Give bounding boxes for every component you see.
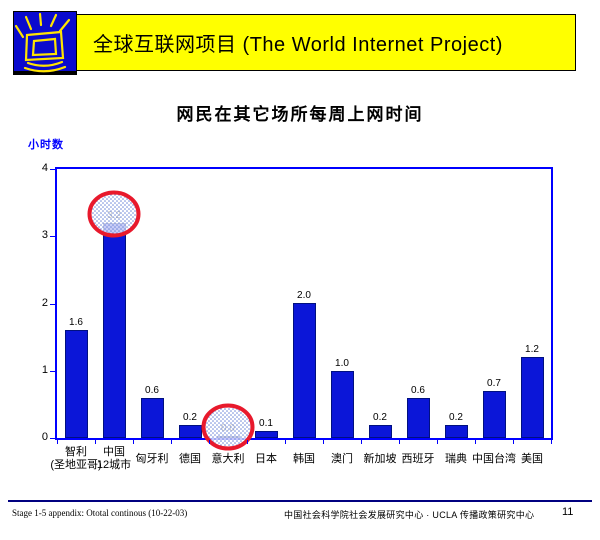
x-axis-tick — [95, 440, 96, 444]
bar — [102, 223, 126, 438]
bar-value-label: 0.0 — [221, 423, 235, 434]
bar-value-label: 1.0 — [335, 358, 349, 369]
bar — [520, 357, 544, 438]
y-axis-tick — [50, 438, 55, 439]
y-tick-label: 1 — [41, 363, 48, 376]
plot-area: 1.6 3.2 0.6 0.2 0.0 0.1 2.0 1.0 0.2 0.6 0.2 0.7 1.2 — [55, 167, 553, 440]
y-axis-tick — [50, 169, 55, 170]
x-axis-tick — [475, 440, 476, 444]
bar — [140, 398, 164, 438]
banner-title: 全球互联网项目 (The World Internet Project) — [93, 34, 503, 56]
bar — [444, 425, 468, 438]
category-label: 美国 — [521, 453, 543, 465]
bar-value-label: 1.6 — [69, 317, 83, 328]
category-label: 新加坡 — [363, 453, 397, 465]
bar — [406, 398, 430, 438]
bar-value-label: 0.2 — [449, 412, 463, 423]
bar-value-label: 3.2 — [107, 210, 121, 221]
x-axis-tick — [171, 440, 172, 444]
x-axis-tick — [513, 440, 514, 444]
bar — [368, 425, 392, 438]
x-axis-tick — [323, 440, 324, 444]
y-tick-label: 0 — [41, 431, 48, 443]
x-axis-tick — [285, 440, 286, 444]
category-label: 匈牙利 — [135, 453, 169, 465]
x-axis-tick — [399, 440, 400, 444]
y-axis-title: 小时数 — [28, 139, 64, 151]
bar-value-label: 0.6 — [411, 385, 425, 396]
bar-value-label: 2.0 — [297, 290, 311, 301]
bar-value-label: 0.6 — [145, 385, 159, 396]
category-label: 澳门 — [331, 453, 353, 465]
footer-divider — [8, 500, 592, 502]
bar — [178, 425, 202, 438]
x-axis-tick — [209, 440, 210, 444]
category-label: 日本 — [255, 453, 277, 465]
category-label: 中国 12城市 — [96, 446, 132, 471]
page-number: 11 — [562, 506, 574, 518]
category-label: 韩国 — [293, 453, 315, 465]
y-tick-label: 2 — [41, 296, 48, 309]
shining-monitor-icon — [13, 11, 77, 75]
category-label: 西班牙 — [401, 453, 435, 465]
y-axis-tick — [50, 303, 55, 305]
bar — [64, 330, 88, 438]
footer-credit: 中国社会科学院社会发展研究中心 · UCLA 传播政策研究中心 — [284, 510, 535, 520]
category-label: 意大利 — [211, 453, 245, 465]
footer-note: Stage 1-5 appendix: Ototal continous (10… — [12, 508, 188, 518]
category-label: 智利 (圣地亚哥) — [50, 446, 102, 471]
bar — [292, 303, 316, 438]
y-axis-tick — [50, 236, 55, 238]
y-tick-label: 3 — [41, 229, 48, 242]
x-axis-tick — [437, 440, 438, 444]
bar — [330, 371, 354, 438]
bar-value-label: 0.2 — [373, 412, 387, 423]
x-axis-tick — [133, 440, 134, 444]
x-axis-tick — [57, 440, 58, 444]
x-axis-tick — [247, 440, 248, 444]
bar-value-label: 0.1 — [259, 418, 273, 429]
slide-title: 网民在其它场所每周上网时间 — [176, 105, 424, 124]
bar-value-label: 0.2 — [183, 412, 197, 423]
category-label: 德国 — [179, 453, 201, 465]
y-axis-tick — [50, 370, 55, 372]
y-tick-label: 4 — [41, 162, 48, 174]
bar-value-label: 1.2 — [525, 344, 539, 355]
header-banner: 全球互联网项目 (The World Internet Project) — [14, 14, 576, 71]
bar — [482, 391, 506, 438]
bar — [216, 436, 240, 438]
category-label: 瑞典 — [445, 453, 467, 465]
bar-value-label: 0.7 — [487, 378, 501, 389]
x-axis-tick — [551, 440, 552, 444]
bar — [254, 431, 278, 438]
x-axis-tick — [361, 440, 362, 444]
category-label: 中国台湾 — [472, 453, 516, 465]
